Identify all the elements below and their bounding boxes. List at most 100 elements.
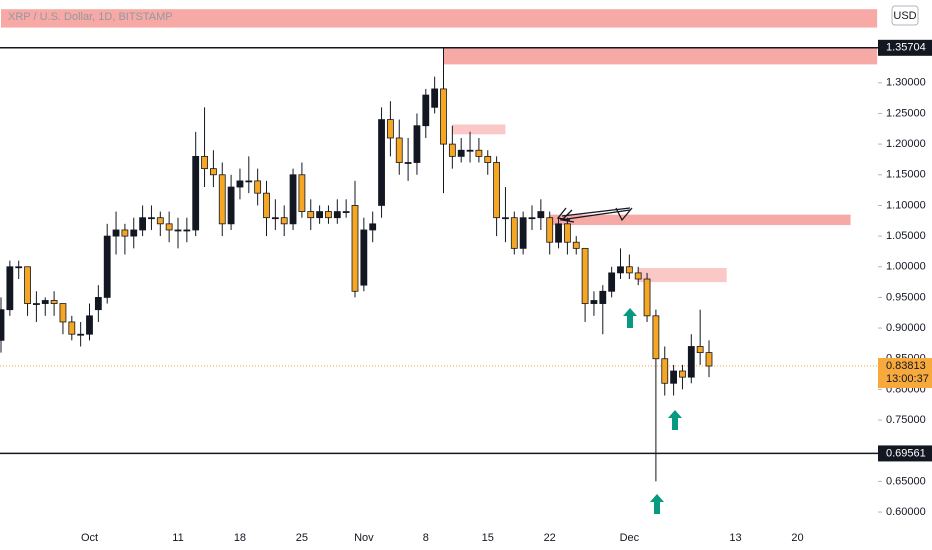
- x-tick-label: 25: [296, 532, 308, 544]
- x-tick-label: 18: [234, 532, 246, 544]
- candle-body: [546, 217, 554, 243]
- zone: [549, 214, 851, 226]
- zone: [443, 47, 878, 65]
- y-tick-label: 0.60000: [886, 506, 926, 518]
- drawn-arrow: [561, 207, 631, 217]
- candle-body: [59, 303, 67, 323]
- candle-body: [68, 321, 76, 335]
- y-tick-label: 0.65000: [886, 475, 926, 487]
- countdown-label: 13:00:37: [886, 373, 929, 385]
- candle-body: [298, 174, 306, 212]
- arrow-head: [560, 209, 575, 223]
- candle-body: [218, 174, 226, 225]
- candle-body: [404, 162, 412, 164]
- candle-body: [386, 119, 394, 139]
- candle-body: [307, 211, 315, 219]
- x-tick-label: 20: [791, 532, 803, 544]
- candle-body: [148, 217, 155, 220]
- candle-body: [369, 223, 377, 231]
- y-tick-label: 1.10000: [886, 199, 926, 211]
- candle-body: [156, 217, 164, 225]
- candle-body: [696, 346, 704, 354]
- candle-body: [581, 247, 589, 304]
- candle-body: [254, 180, 262, 194]
- level-label-box: [878, 39, 932, 56]
- x-tick-label: 11: [172, 532, 183, 544]
- candle-body: [493, 162, 501, 219]
- candle-body: [457, 149, 465, 157]
- candle-body: [422, 94, 430, 127]
- candle-body: [528, 217, 536, 220]
- candle-body: [661, 358, 669, 384]
- x-tick-label: Oct: [81, 532, 98, 544]
- candle-body: [670, 370, 677, 384]
- candle-body: [227, 186, 235, 225]
- candle-body: [15, 266, 23, 269]
- level-label-box: [878, 445, 932, 462]
- candle-body: [24, 266, 31, 304]
- candle-body: [395, 137, 403, 163]
- x-tick-label: 22: [544, 532, 556, 544]
- candle-body: [360, 229, 368, 286]
- candle-body: [705, 352, 713, 367]
- candle-body: [103, 235, 111, 298]
- candle-body: [572, 241, 580, 249]
- candle-body: [94, 297, 102, 311]
- arrow-head: [556, 207, 571, 221]
- candle-body: [209, 168, 217, 176]
- candle-body: [634, 272, 642, 280]
- candle-body: [440, 88, 447, 145]
- candle-body: [236, 180, 244, 188]
- zone: [452, 124, 506, 135]
- candle-body: [608, 272, 616, 292]
- currency-label[interactable]: USD: [893, 10, 916, 22]
- candle-body: [280, 217, 288, 225]
- zone: [638, 267, 727, 283]
- y-tick-label: 1.25000: [886, 107, 926, 119]
- candle-body: [139, 217, 147, 231]
- zone: [1, 9, 878, 28]
- candle-body: [475, 149, 483, 157]
- x-tick-label: Nov: [354, 532, 374, 544]
- annotations: [556, 207, 682, 514]
- candle-body: [50, 300, 58, 304]
- candle-body: [679, 370, 686, 378]
- candle-body: [431, 88, 439, 108]
- candle-body: [617, 266, 624, 274]
- candle-body: [590, 300, 598, 304]
- y-tick-label: 0.95000: [886, 291, 926, 303]
- candle-body: [378, 119, 385, 206]
- level-label: 1.35704: [886, 42, 926, 54]
- y-tick-label: 1.05000: [886, 230, 926, 242]
- currency-button[interactable]: [891, 5, 919, 26]
- candle-body: [289, 174, 297, 225]
- y-tick-label: 1.30000: [886, 77, 926, 89]
- candle-body: [130, 229, 138, 237]
- candle-body: [448, 143, 456, 157]
- candle-body: [466, 149, 474, 152]
- candle-body: [86, 315, 93, 335]
- y-tick-label: 1.20000: [886, 138, 926, 150]
- candle-body: [643, 278, 651, 317]
- level-label: 0.69561: [886, 447, 926, 459]
- candle-body: [263, 192, 270, 219]
- candle-body: [325, 211, 332, 219]
- candle-body: [112, 229, 120, 237]
- candle-body: [342, 211, 350, 213]
- candle-body: [6, 266, 14, 311]
- candle-body: [183, 229, 191, 232]
- candle-body: [316, 211, 324, 219]
- last-price-label: 0.83813: [886, 360, 926, 372]
- candle-body: [174, 229, 182, 232]
- candle-body: [121, 229, 129, 237]
- candle-body: [555, 223, 562, 243]
- candle-body: [687, 346, 695, 378]
- candle-body: [201, 155, 208, 170]
- x-tick-label: Dec: [620, 532, 640, 544]
- x-tick-label: 15: [482, 532, 494, 544]
- up-arrow: [650, 494, 664, 514]
- up-arrow: [623, 308, 637, 328]
- candle-body: [502, 217, 509, 220]
